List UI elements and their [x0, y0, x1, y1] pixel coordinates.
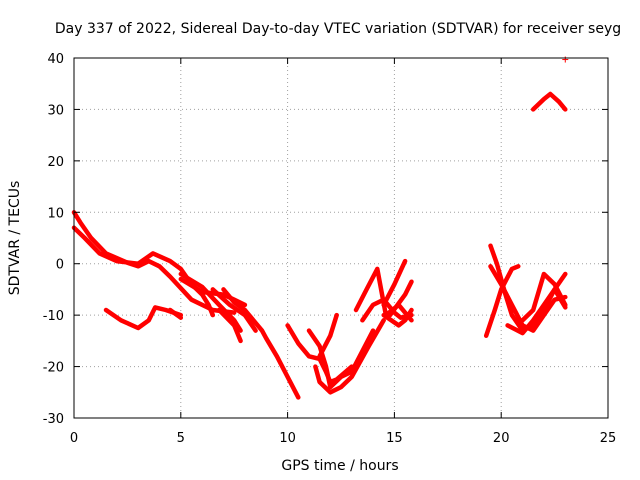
series-track-3 — [103, 305, 184, 331]
series-track-1 — [71, 210, 237, 315]
plot-frame — [73, 57, 609, 419]
point-marker-track-25 — [562, 56, 569, 63]
y-tick-label: 0 — [56, 258, 64, 273]
x-tick-label: 5 — [177, 431, 185, 446]
chart-title: Day 337 of 2022, Sidereal Day-to-day VTE… — [55, 21, 621, 37]
series-track-16 — [381, 258, 408, 308]
series-track-19 — [483, 264, 521, 338]
x-axis-title: GPS time / hours — [281, 458, 398, 474]
y-axis-title: SDTVAR / TECUs — [7, 181, 23, 296]
series-track-18 — [387, 279, 414, 318]
series-track-13 — [317, 312, 339, 359]
y-tick-label: -30 — [43, 412, 64, 427]
series-track-11 — [306, 328, 376, 390]
x-tick-label: 10 — [279, 431, 296, 446]
series-track-4 — [167, 307, 184, 320]
series-track-9 — [210, 287, 258, 333]
data-tracks — [71, 56, 569, 400]
series-track-14 — [353, 266, 414, 323]
x-tick-label: 25 — [600, 431, 617, 446]
series-track-24 — [530, 91, 568, 112]
series-track-6 — [178, 271, 243, 333]
series-track-7 — [216, 307, 243, 344]
y-tick-label: 40 — [47, 52, 64, 67]
y-tick-label: 30 — [47, 103, 64, 118]
series-track-12 — [313, 318, 386, 395]
series-track-2 — [71, 225, 216, 318]
y-tick-label: -10 — [43, 309, 64, 324]
y-tick-label: -20 — [43, 361, 64, 376]
y-tick-label: 20 — [47, 155, 64, 170]
series-track-5 — [178, 276, 248, 308]
series-track-8 — [221, 287, 301, 400]
y-tick-label: 10 — [47, 206, 64, 221]
series-track-15 — [360, 297, 414, 323]
x-tick-label: 0 — [70, 431, 78, 446]
axes: 0 5 10 15 20 25 40 30 20 10 0 -10 -20 -30 — [43, 52, 617, 446]
series-track-23 — [520, 271, 568, 323]
x-tick-label: 15 — [386, 431, 403, 446]
grid-lines — [74, 58, 608, 418]
series-track-17 — [381, 307, 414, 328]
x-tick-label: 20 — [493, 431, 510, 446]
